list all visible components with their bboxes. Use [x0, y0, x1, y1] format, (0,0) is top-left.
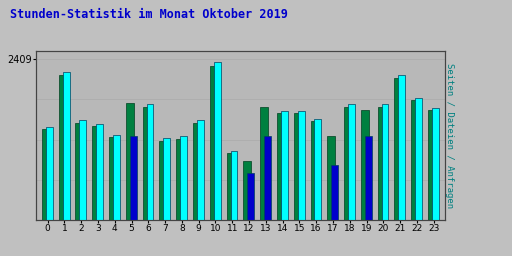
- Bar: [197, 120, 204, 220]
- Bar: [415, 98, 422, 220]
- Bar: [193, 123, 201, 220]
- Y-axis label: Seiten / Dateien / Anfragen: Seiten / Dateien / Anfragen: [445, 63, 454, 208]
- Bar: [260, 107, 268, 220]
- Bar: [365, 136, 372, 220]
- Bar: [398, 75, 406, 220]
- Bar: [297, 111, 305, 220]
- Bar: [42, 129, 50, 220]
- Bar: [294, 113, 302, 220]
- Bar: [176, 139, 184, 220]
- Text: Stunden-Statistik im Monat Oktober 2019: Stunden-Statistik im Monat Oktober 2019: [10, 8, 288, 21]
- Bar: [126, 103, 134, 220]
- Bar: [378, 107, 386, 220]
- Bar: [432, 108, 439, 220]
- Bar: [130, 136, 137, 220]
- Bar: [327, 136, 335, 220]
- Bar: [348, 104, 355, 220]
- Bar: [109, 137, 117, 220]
- Bar: [59, 74, 67, 220]
- Bar: [79, 120, 87, 220]
- Bar: [75, 123, 83, 220]
- Bar: [96, 124, 103, 220]
- Bar: [361, 110, 369, 220]
- Bar: [381, 104, 389, 220]
- Bar: [113, 135, 120, 220]
- Bar: [281, 111, 288, 220]
- Bar: [344, 107, 352, 220]
- Bar: [314, 119, 322, 220]
- Bar: [46, 127, 53, 220]
- Bar: [310, 121, 318, 220]
- Bar: [62, 72, 70, 220]
- Bar: [428, 110, 436, 220]
- Bar: [146, 104, 154, 220]
- Bar: [210, 66, 218, 220]
- Bar: [264, 136, 271, 220]
- Bar: [163, 138, 170, 220]
- Bar: [214, 62, 221, 220]
- Bar: [277, 113, 285, 220]
- Bar: [331, 165, 338, 220]
- Bar: [180, 136, 187, 220]
- Bar: [92, 126, 100, 220]
- Bar: [227, 153, 234, 220]
- Bar: [247, 173, 254, 220]
- Bar: [143, 107, 151, 220]
- Bar: [243, 162, 251, 220]
- Bar: [230, 151, 238, 220]
- Bar: [394, 78, 402, 220]
- Bar: [411, 100, 419, 220]
- Bar: [159, 141, 167, 220]
